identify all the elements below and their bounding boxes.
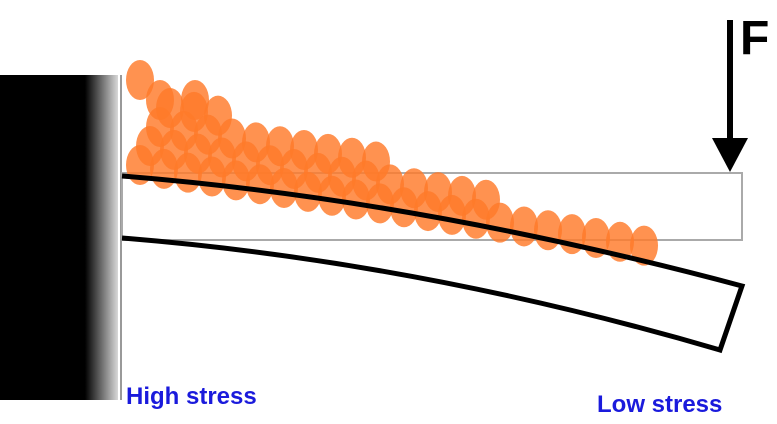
stress-marker	[630, 225, 658, 266]
stress-marker	[510, 206, 538, 247]
force-label: F	[740, 12, 769, 65]
stress-markers	[126, 60, 658, 266]
stress-marker	[486, 202, 514, 243]
high-stress-label: High stress	[126, 383, 257, 410]
stress-marker	[534, 210, 562, 251]
undeformed-beam	[121, 172, 743, 241]
force-arrow-head	[712, 138, 748, 172]
stress-marker	[126, 60, 154, 100]
low-stress-label: Low stress	[597, 391, 722, 418]
wall	[0, 75, 118, 400]
deformed-beam	[121, 173, 746, 354]
stress-marker	[146, 80, 174, 120]
stress-marker	[181, 80, 209, 120]
